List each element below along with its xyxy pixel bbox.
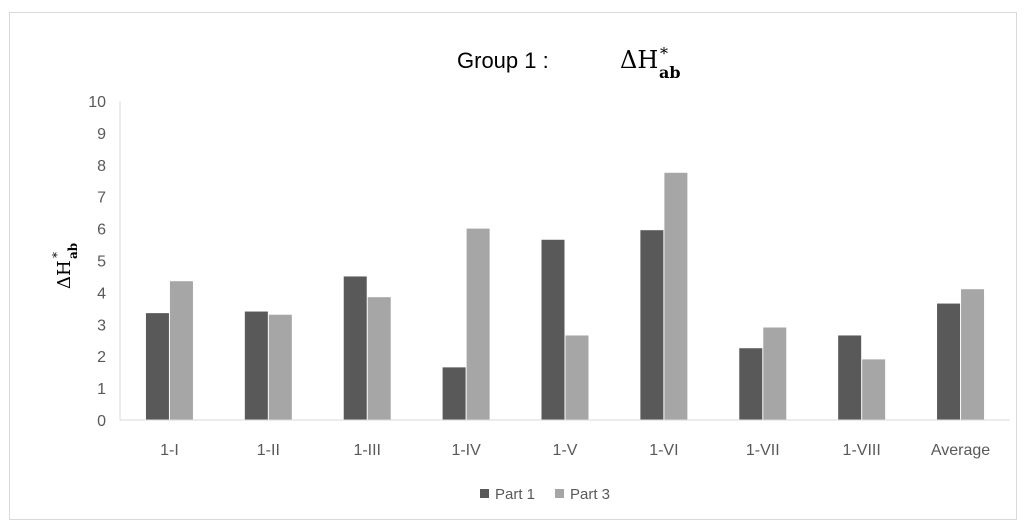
bar-part-1-1-iv: [442, 367, 466, 420]
bar-part-3-1-iv: [466, 228, 490, 420]
chart-title-subscript: ab: [659, 63, 681, 82]
legend-label-part-3: Part 3: [570, 486, 610, 503]
y-tick-label: 10: [88, 94, 106, 111]
bar-part-1-average: [937, 303, 961, 420]
y-axis-label: ΔH * ab: [50, 243, 80, 289]
x-tick-label: Average: [931, 442, 990, 459]
bar-part-1-1-i: [145, 313, 169, 420]
y-tick-label: 3: [97, 317, 106, 334]
bar-part-3-average: [961, 289, 985, 420]
y-axis-label-superscript: *: [50, 252, 64, 258]
y-tick-label: 1: [97, 381, 106, 398]
x-tick-label: 1-VIII: [843, 442, 881, 459]
y-axis-label-symbol: ΔH: [54, 260, 75, 289]
bar-part-3-1-i: [169, 281, 193, 420]
bar-part-1-1-vii: [739, 348, 763, 420]
bar-part-1-1-iii: [343, 276, 367, 420]
legend-label-part-1: Part 1: [495, 486, 535, 503]
y-axis-ticks: 0 1 2 3 4 5 6 7 8 9 10: [88, 94, 106, 430]
y-tick-label: 8: [97, 158, 106, 175]
x-tick-label: 1-II: [257, 442, 280, 459]
x-tick-label: 1-VI: [649, 442, 678, 459]
y-tick-label: 9: [97, 126, 106, 143]
x-tick-label: 1-VII: [746, 442, 780, 459]
legend-swatch-part-3: [555, 489, 564, 498]
bar-part-1-1-viii: [838, 335, 862, 420]
y-axis-label-subscript: ab: [66, 243, 80, 259]
bars: [145, 172, 985, 420]
bar-part-3-1-v: [565, 335, 589, 420]
x-tick-label: 1-V: [553, 442, 578, 459]
bar-part-3-1-viii: [862, 359, 886, 420]
bar-part-1-1-vi: [640, 230, 664, 420]
y-tick-label: 0: [97, 413, 106, 430]
bar-part-1-1-ii: [244, 311, 268, 420]
x-tick-label: 1-I: [160, 442, 179, 459]
bar-part-3-1-iii: [367, 297, 391, 420]
chart-title-symbol: ΔH: [620, 46, 658, 74]
bar-part-3-1-vi: [664, 172, 688, 420]
chart-title: Group 1 : ΔH * ab: [457, 44, 681, 82]
y-tick-label: 2: [97, 349, 106, 366]
chart-title-superscript: *: [660, 44, 668, 63]
bar-part-3-1-ii: [268, 314, 292, 420]
legend-swatch-part-1: [480, 489, 489, 498]
x-tick-label: 1-III: [353, 442, 381, 459]
y-tick-label: 5: [97, 254, 106, 271]
y-tick-label: 4: [97, 285, 106, 302]
bar-part-3-1-vii: [763, 327, 787, 420]
x-tick-label: 1-IV: [451, 442, 481, 459]
legend: Part 1 Part 3: [480, 486, 610, 503]
x-axis-ticks: 1-I 1-II 1-III 1-IV 1-V 1-VI 1-VII 1-VIII Averag…: [160, 442, 990, 459]
chart-title-prefix: Group 1 :: [457, 48, 549, 73]
chart-frame: [9, 12, 1017, 520]
y-tick-label: 6: [97, 222, 106, 239]
y-tick-label: 7: [97, 190, 106, 207]
bar-part-1-1-v: [541, 239, 565, 420]
